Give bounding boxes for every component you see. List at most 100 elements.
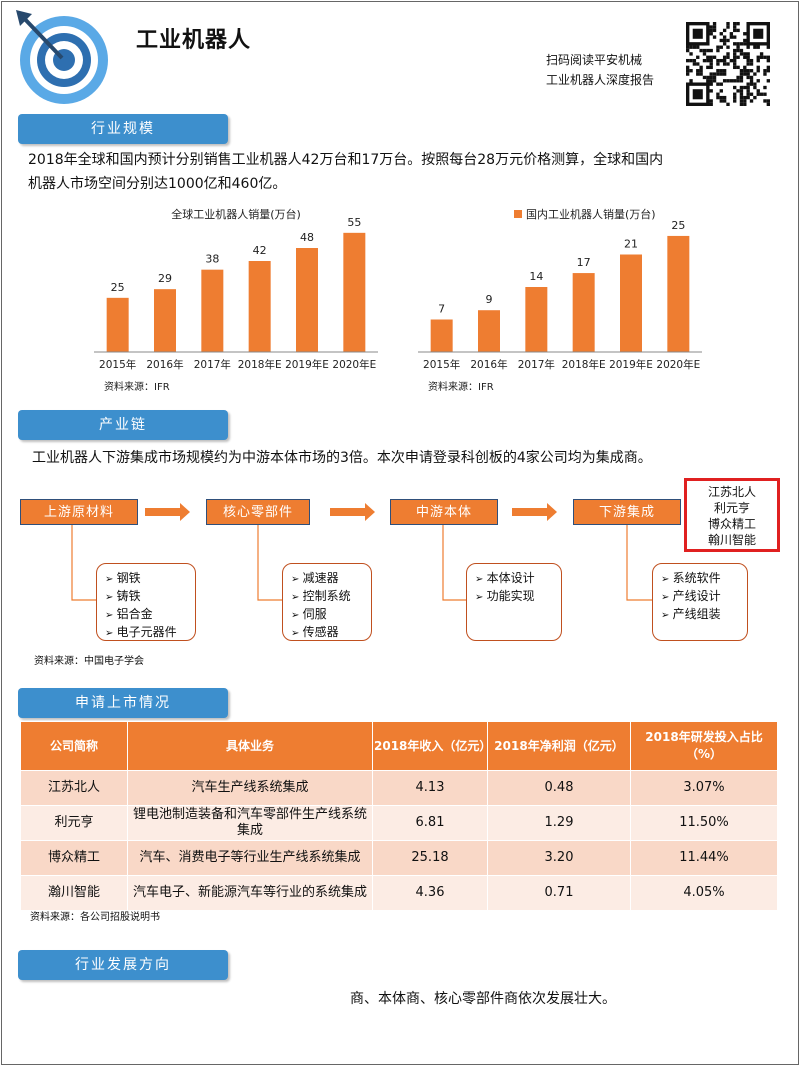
tick-label: 2018年E: [238, 358, 282, 371]
data-label: 42: [253, 244, 267, 257]
chart-bar: [248, 261, 271, 352]
table-row: 博众精工 汽车、消费电子等行业生产线系统集成 25.18 3.20 11.44%: [20, 840, 778, 876]
chart-bar: [667, 235, 690, 352]
list-item: 钢铁: [105, 570, 187, 588]
chart-source: 资料来源：IFR: [428, 380, 494, 393]
core-items: 减速器 控制系统 伺服 传感器: [282, 563, 372, 641]
col-header: 2018年研发投入占比（%）: [630, 721, 778, 771]
global-sales-chart: 全球工业机器人销量(万台) 25 2015年 29 2016年 38 2017年 42 2018…: [94, 207, 378, 393]
list-item: 伺服: [291, 606, 363, 624]
tick-label: 2019年E: [285, 358, 329, 371]
table-cell: 博众精工: [20, 840, 128, 876]
tick-label: 2018年E: [562, 358, 606, 371]
stage-upstream: 上游原材料: [20, 499, 138, 525]
company-name: 翰川智能: [707, 533, 756, 547]
data-label: 55: [347, 216, 361, 229]
list-item: 传感器: [291, 624, 363, 642]
table-cell: 11.44%: [630, 840, 778, 876]
chart-bar: [154, 289, 176, 352]
listing-table: 公司简称 具体业务 2018年收入（亿元） 2018年净利润（亿元） 2018年…: [20, 721, 778, 911]
table-cell: 1.29: [487, 805, 631, 841]
chain-arrows: [71, 503, 652, 601]
domestic-sales-chart: 国内工业机器人销量(万台) 7 2015年 9 2016年 14 2017年 17 2018年E…: [418, 207, 702, 393]
table-cell: 锂电池制造装备和汽车零部件生产线系统集成: [127, 805, 373, 841]
col-header: 2018年净利润（亿元）: [487, 721, 631, 771]
table-cell: 3.07%: [630, 770, 778, 806]
list-item: 功能实现: [475, 588, 553, 606]
data-label: 14: [529, 270, 543, 283]
col-header: 公司简称: [20, 721, 128, 771]
chart-source: 资料来源：IFR: [104, 380, 170, 393]
qr-caption-line1: 扫码阅读平安机械: [546, 53, 643, 67]
table-cell: 4.36: [372, 875, 488, 911]
list-item: 产线设计: [661, 588, 739, 606]
upstream-items: 钢铁 铸铁 铝合金 电子元器件: [96, 563, 196, 641]
list-item: 产线组装: [661, 606, 739, 624]
chart-bar: [296, 248, 318, 352]
tick-label: 2015年: [99, 358, 136, 371]
data-label: 29: [158, 272, 172, 285]
table-cell: 25.18: [372, 840, 488, 876]
tick-label: 2015年: [423, 358, 460, 371]
direction-paragraph: 商、本体商、核心零部件商依次发展壮大。: [350, 991, 616, 1007]
tick-label: 2020年E: [332, 358, 376, 371]
chart-bar: [343, 232, 366, 352]
chart-bar: [620, 254, 642, 352]
table-cell: 0.48: [487, 770, 631, 806]
company-name: 博众精工: [707, 517, 756, 531]
qr-code-icon[interactable]: [686, 22, 770, 106]
chain-source: 资料来源：中国电子学会: [34, 656, 144, 667]
arrow-2-icon: [330, 503, 375, 521]
data-label: 25: [111, 281, 125, 294]
data-label: 25: [671, 219, 685, 232]
tick-label: 2016年: [146, 358, 183, 371]
list-item: 减速器: [291, 570, 363, 588]
col-header: 2018年收入（亿元）: [372, 721, 491, 771]
chart-title: 全球工业机器人销量(万台): [171, 207, 301, 221]
scale-text-line1: 2018年全球和国内预计分别销售工业机器人42万台和17万台。按照每台28万元价…: [28, 152, 664, 168]
section-listing: 申请上市情况: [18, 688, 228, 718]
chart-bar: [430, 319, 453, 352]
table-cell: 瀚川智能: [20, 875, 128, 911]
data-label: 9: [486, 293, 493, 306]
stage-mid: 中游本体: [390, 499, 498, 525]
arrow-3-icon: [512, 503, 557, 521]
data-label: 21: [624, 238, 638, 251]
qr-caption: 扫码阅读平安机械 工业机器人深度报告: [546, 50, 654, 90]
table-cell: 汽车生产线系统集成: [127, 770, 373, 806]
page-title: 工业机器人: [136, 28, 252, 53]
target-logo-icon: [16, 10, 108, 104]
table-cell: 江苏北人: [20, 770, 128, 806]
table-row: 利元亨 锂电池制造装备和汽车零部件生产线系统集成 6.81 1.29 11.50…: [20, 805, 778, 841]
stage-down: 下游集成: [573, 499, 681, 525]
arrow-1-icon: [145, 503, 190, 521]
list-item: 本体设计: [475, 570, 553, 588]
table-cell: 0.71: [487, 875, 631, 911]
chart-legend: 国内工业机器人销量(万台): [526, 207, 656, 221]
chart-bar: [201, 269, 224, 352]
chain-paragraph: 工业机器人下游集成市场规模约为中游本体市场的3倍。本次申请登录科创板的4家公司均…: [32, 450, 652, 466]
list-item: 铝合金: [105, 606, 187, 624]
data-label: 48: [300, 231, 314, 244]
scale-paragraph: 2018年全球和国内预计分别销售工业机器人42万台和17万台。按照每台28万元价…: [28, 148, 778, 196]
list-item: 系统软件: [661, 570, 739, 588]
table-source: 资料来源：各公司招股说明书: [30, 912, 160, 923]
table-cell: 汽车电子、新能源汽车等行业的系统集成: [127, 875, 373, 911]
data-label: 7: [438, 303, 445, 316]
table-cell: 利元亨: [20, 805, 128, 841]
down-items: 系统软件 产线设计 产线组装: [652, 563, 748, 641]
tick-label: 2017年: [518, 358, 555, 371]
stage-core: 核心零部件: [206, 499, 310, 525]
company-name: 利元亨: [713, 501, 750, 515]
table-cell: 4.13: [372, 770, 488, 806]
table-cell: 汽车、消费电子等行业生产线系统集成: [127, 840, 373, 876]
section-direction: 行业发展方向: [18, 950, 228, 980]
list-item: 铸铁: [105, 588, 187, 606]
chart-bar: [478, 310, 500, 352]
section-chain: 产业链: [18, 410, 228, 440]
mid-items: 本体设计 功能实现: [466, 563, 562, 641]
data-label: 17: [577, 256, 591, 269]
table-row: 瀚川智能 汽车电子、新能源汽车等行业的系统集成 4.36 0.71 4.05%: [20, 875, 778, 911]
table-cell: 6.81: [372, 805, 488, 841]
chart-bar: [572, 273, 595, 352]
